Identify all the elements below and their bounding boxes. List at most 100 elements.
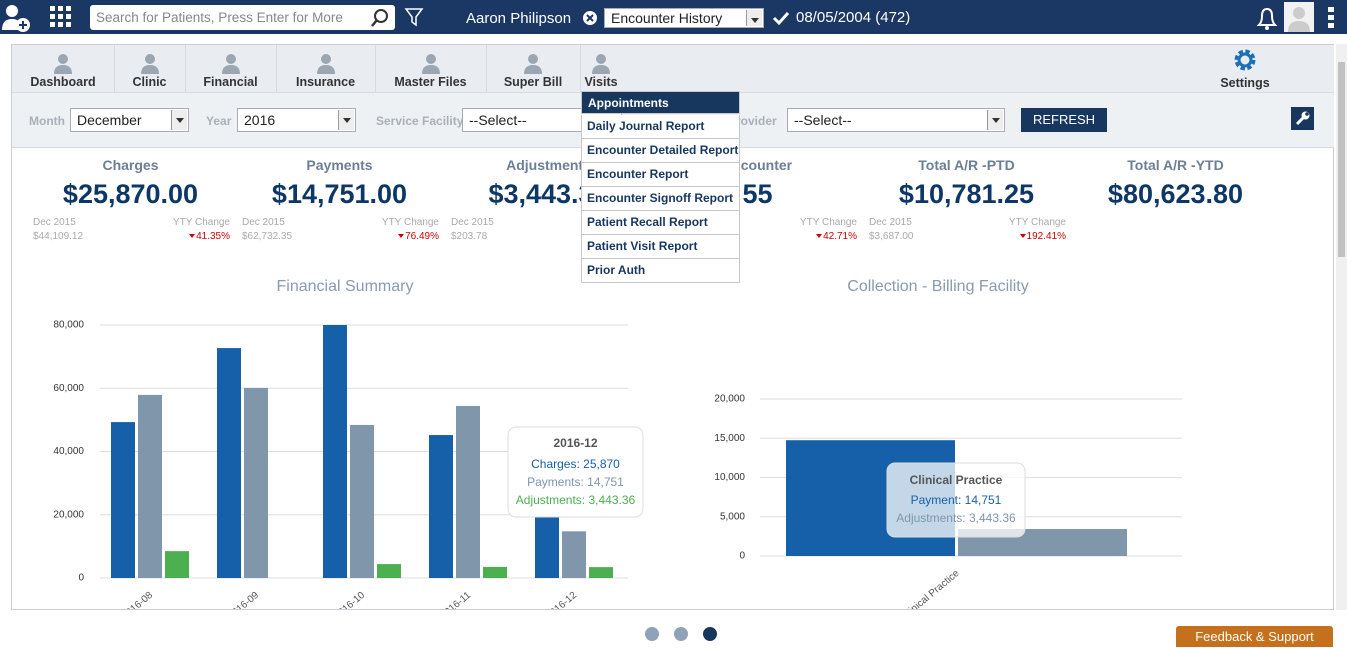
y-tick-label: 20,000	[714, 394, 745, 405]
tooltip-line: Payments: 14,751	[527, 475, 624, 489]
menu-item[interactable]: Encounter Signoff Report	[581, 187, 740, 211]
kpi-prior-value: $44,109.12	[33, 231, 84, 242]
year-select[interactable]: 2016	[237, 108, 356, 132]
bar: Payments	[350, 424, 374, 578]
x-tick-label: 2016-08	[120, 590, 156, 609]
menu-item[interactable]: Encounter Report	[581, 163, 740, 187]
feedback-button[interactable]: Feedback & Support	[1176, 626, 1333, 647]
icon-head	[58, 54, 68, 64]
tab-label: Financial	[203, 75, 258, 89]
icon-head	[528, 54, 538, 64]
tab-icon	[54, 54, 72, 74]
check-icon[interactable]	[772, 10, 790, 26]
y-tick-label: 0	[739, 551, 745, 562]
tab-icon	[524, 54, 542, 74]
icon-body	[221, 65, 240, 74]
search-icon[interactable]	[370, 8, 390, 28]
avatar-icon	[1288, 7, 1310, 32]
settings-label: Settings	[1220, 76, 1270, 90]
kpi-label: Adjustments	[506, 157, 591, 173]
tooltip-box	[507, 426, 644, 518]
nav-tab[interactable]: Visits	[580, 45, 622, 92]
kpi-value: $14,751.00	[271, 179, 408, 209]
kpi-prior-value: $203.78	[451, 231, 488, 242]
kpi-value: $25,870.00	[62, 179, 199, 209]
icon-body	[421, 65, 440, 74]
bar: Charges	[429, 435, 453, 578]
charts: Financial Summary 0 20,000 40,000 60,000 80,0…	[53, 278, 1182, 609]
scrollbar[interactable]	[1336, 44, 1347, 610]
menu-item[interactable]: Patient Visit Report	[581, 235, 740, 259]
chart-title: Collection - Billing Facility	[847, 278, 1028, 295]
tab-label: Visits	[584, 75, 618, 89]
pager-dot[interactable]	[703, 627, 717, 641]
month-select[interactable]: December	[70, 108, 189, 132]
nav-tab[interactable]: Super Bill	[486, 45, 581, 92]
menu-item[interactable]: Daily Journal Report	[581, 115, 740, 139]
icon-head	[425, 54, 436, 64]
filter-icon[interactable]	[404, 7, 424, 27]
kpi-label: Payments	[306, 157, 373, 173]
nav-tab[interactable]: Financial	[185, 45, 277, 92]
bar: Payments	[138, 394, 162, 578]
down-arrow	[816, 234, 823, 238]
top-bar: Search for Patients, Press Enter for Mor…	[0, 0, 1347, 34]
kpi-change: 42.71%	[816, 231, 857, 242]
tab-icon	[421, 54, 440, 74]
tab-label: Dashboard	[30, 75, 96, 89]
refresh-button[interactable]: REFRESH	[1021, 108, 1107, 132]
kpi-prior-label: Dec 2015	[242, 217, 285, 228]
kpi-value: 55	[742, 179, 773, 209]
kpi-change-label: YTY Change	[1008, 217, 1066, 228]
kpi-change: 192.41%	[1019, 231, 1066, 242]
kpi-label: Encounter	[722, 157, 793, 173]
kpi-card: Payments $14,751.00 Dec 2015 $62,732.35 YTY …	[235, 150, 444, 245]
kpi-change-value: 41.35%	[196, 231, 230, 242]
icon-head	[144, 54, 155, 64]
patient-name[interactable]: Aaron Philipson	[466, 10, 572, 27]
nav-tab[interactable]: Master Files	[375, 45, 487, 92]
facility-value: --Select--	[469, 112, 527, 128]
tools-button[interactable]	[1291, 107, 1314, 130]
pager-dot[interactable]	[674, 627, 688, 641]
tooltip-line: Charges: 25,870	[531, 457, 620, 471]
bar: Adjustments	[165, 551, 189, 578]
top-icons	[2, 5, 71, 32]
nav-tab[interactable]: Insurance	[276, 45, 376, 92]
settings-tab[interactable]: Settings	[1200, 45, 1290, 92]
x-tick-label: Clinical Practice	[900, 568, 962, 609]
kpi-card: Encounter 55 YTY Change 42.71%	[653, 150, 862, 245]
avatar[interactable]	[1284, 2, 1314, 32]
provider-select[interactable]: --Select--	[787, 108, 1005, 132]
x-tick-label: 2016-12	[544, 590, 580, 609]
tooltip-box	[886, 462, 1026, 538]
view-select[interactable]: Encounter History	[604, 8, 764, 28]
menu-item[interactable]: Prior Auth	[581, 259, 740, 283]
bar: Charges	[111, 422, 135, 578]
pager-dot[interactable]	[645, 627, 659, 641]
kpi-prior-label: Dec 2015	[33, 217, 76, 228]
kpi-change-label: YTY Change	[381, 217, 439, 228]
icon-head	[596, 54, 606, 64]
menu-item-active[interactable]: Appointments	[581, 91, 740, 114]
y-tick-label: 80,000	[53, 320, 84, 331]
bell-icon[interactable]	[1254, 5, 1280, 31]
tab-icon	[316, 54, 335, 74]
menu-item[interactable]: Patient Recall Report	[581, 211, 740, 235]
kpi-change-label: YTY Change	[172, 217, 230, 228]
nav-tab[interactable]: Clinic	[114, 45, 186, 92]
kpi-change-value: 76.49%	[405, 231, 439, 242]
y-tick-label: 10,000	[714, 472, 745, 483]
tab-label: Master Files	[394, 75, 467, 89]
menu-icon[interactable]	[1326, 6, 1336, 30]
kpi-prior-value: $3,687.00	[869, 231, 914, 242]
select-arrow	[746, 10, 762, 26]
search-box[interactable]: Search for Patients, Press Enter for Mor…	[90, 5, 395, 30]
clear-patient[interactable]	[582, 10, 598, 26]
kpi-card: Total A/R -PTD $10,781.25 Dec 2015 $3,687.0…	[862, 150, 1071, 245]
scroll-thumb[interactable]	[1338, 62, 1345, 257]
nav-tab[interactable]: Dashboard	[12, 45, 115, 92]
menu-item[interactable]: Encounter Detailed Report	[581, 139, 740, 163]
encounter-date[interactable]: 08/05/2004 (472)	[796, 9, 911, 26]
